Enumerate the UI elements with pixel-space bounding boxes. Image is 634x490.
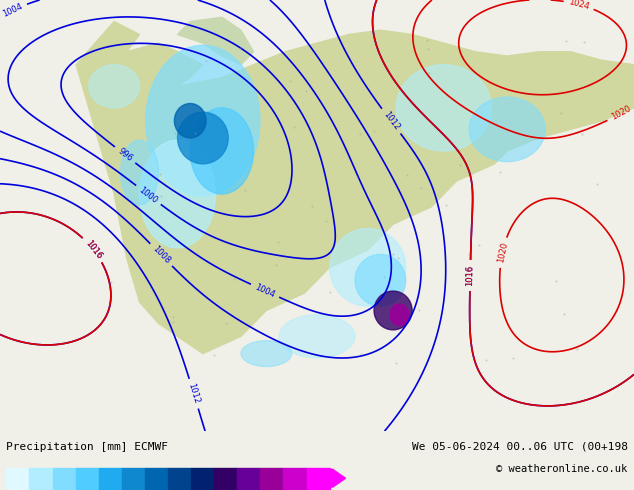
Text: 1024: 1024	[567, 0, 590, 12]
Text: 1020: 1020	[610, 104, 633, 122]
Text: 1016: 1016	[465, 265, 475, 286]
Bar	[6, 467, 29, 489]
Text: 996: 996	[116, 147, 134, 163]
Bar	[53, 467, 75, 489]
Bar	[99, 467, 122, 489]
Ellipse shape	[146, 45, 260, 196]
Text: 1012: 1012	[381, 110, 401, 132]
Text: 1004: 1004	[1, 1, 24, 19]
Polygon shape	[178, 17, 254, 65]
Bar	[145, 467, 168, 489]
Bar	[122, 467, 145, 489]
Text: © weatheronline.co.uk: © weatheronline.co.uk	[496, 465, 628, 474]
Bar	[283, 467, 307, 489]
Bar	[237, 467, 261, 489]
Ellipse shape	[120, 140, 158, 205]
Text: 1008: 1008	[150, 244, 172, 266]
Text: 1000: 1000	[138, 185, 160, 205]
Text: 1012: 1012	[186, 382, 201, 405]
FancyArrow shape	[330, 469, 346, 487]
Ellipse shape	[396, 65, 491, 151]
Bar	[29, 467, 53, 489]
Text: 1016: 1016	[83, 239, 103, 261]
Ellipse shape	[139, 140, 216, 248]
Ellipse shape	[374, 291, 412, 330]
Ellipse shape	[241, 341, 292, 367]
Ellipse shape	[279, 315, 355, 358]
Bar	[191, 467, 214, 489]
Bar	[75, 467, 99, 489]
Ellipse shape	[390, 304, 409, 325]
Text: Precipitation [mm] ECMWF: Precipitation [mm] ECMWF	[6, 442, 169, 452]
Bar	[214, 467, 237, 489]
Text: 1016: 1016	[465, 265, 475, 286]
Bar	[168, 467, 191, 489]
Ellipse shape	[89, 65, 139, 108]
Text: We 05-06-2024 00..06 UTC (00+198: We 05-06-2024 00..06 UTC (00+198	[411, 442, 628, 452]
Ellipse shape	[190, 108, 254, 194]
Ellipse shape	[330, 228, 406, 306]
Ellipse shape	[469, 97, 545, 162]
Ellipse shape	[174, 103, 206, 138]
Text: 1004: 1004	[254, 282, 276, 299]
Text: 1020: 1020	[496, 241, 509, 264]
Polygon shape	[76, 22, 634, 354]
Text: 1016: 1016	[83, 239, 103, 261]
Ellipse shape	[355, 254, 406, 306]
Bar	[261, 467, 283, 489]
Bar	[307, 467, 330, 489]
Ellipse shape	[178, 112, 228, 164]
